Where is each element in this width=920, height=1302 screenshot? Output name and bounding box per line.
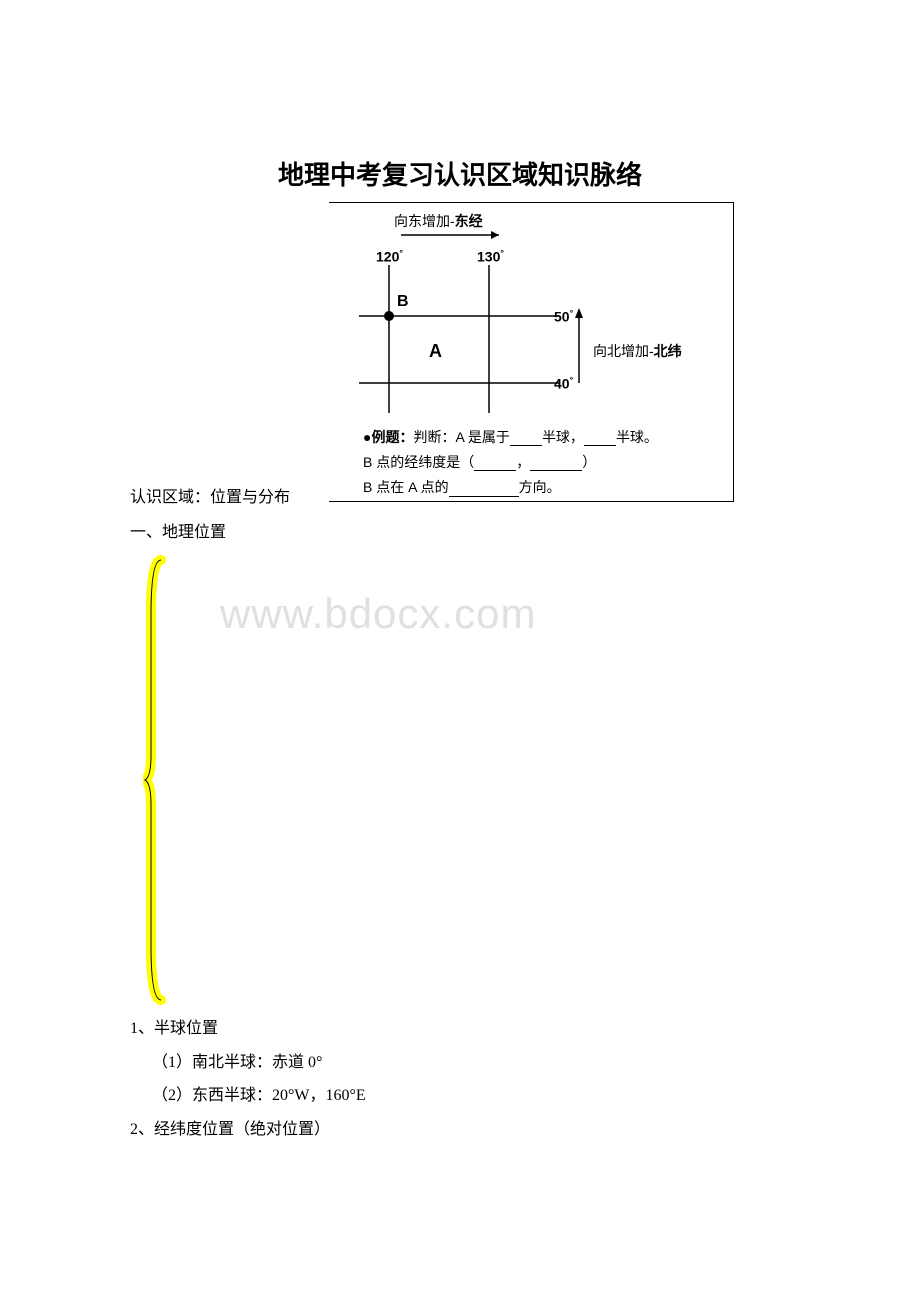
lon-120-label: 120°	[376, 248, 403, 265]
outline-content: 1、半球位置 （1）南北半球：赤道 0° （2）东西半球：20°W，160°E …	[130, 1012, 366, 1146]
point-a-label: A	[429, 341, 442, 362]
section-heading-1: 认识区域：位置与分布	[130, 480, 290, 515]
north-label: 向北增加-北纬	[593, 341, 682, 361]
lon-130-label: 130°	[477, 248, 504, 265]
watermark-text: www.bdocx.com	[220, 590, 536, 638]
east-label: 向东增加-东经	[394, 211, 483, 231]
lat-40-label: 40°	[554, 375, 573, 392]
lat-50-label: 50°	[554, 308, 573, 325]
section-heading-2: 一、地理位置	[130, 515, 226, 550]
point-b-label: B	[397, 293, 409, 311]
diagram-container: 向东增加-东经 120° 130° 50° 40° 向北增加-北纬 B A ●例…	[329, 202, 734, 502]
outline-item-1-2: （2）东西半球：20°W，160°E	[152, 1079, 366, 1113]
example-questions: ●例题：判断：A 是属于半球，半球。 B 点的经纬度是（，） B 点在 A 点的…	[363, 425, 658, 501]
outline-item-1-1: （1）南北半球：赤道 0°	[152, 1046, 366, 1080]
outline-item-2: 2、经纬度位置（绝对位置）	[130, 1113, 366, 1147]
page-title: 地理中考复习认识区域知识脉络	[130, 155, 790, 192]
outline-item-1: 1、半球位置	[130, 1012, 366, 1046]
brace-highlight	[143, 555, 173, 1005]
